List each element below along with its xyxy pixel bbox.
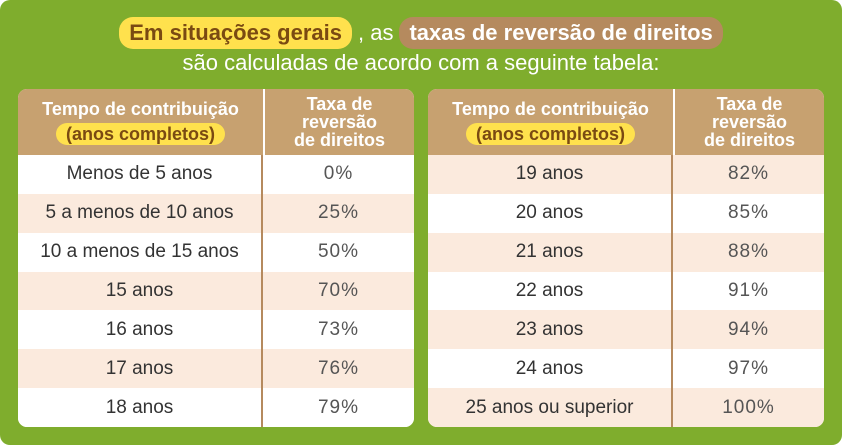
table-row: 10 a menos de 15 anos 50% bbox=[18, 232, 414, 272]
table-row: 16 anos 73% bbox=[18, 310, 414, 350]
period-cell: 24 anos bbox=[428, 349, 673, 389]
table-row: 21 anos 88% bbox=[428, 232, 824, 272]
heading-highlight-situations: Em situações gerais bbox=[119, 17, 353, 49]
header-rate-line-1: Taxa de bbox=[716, 94, 783, 114]
period-cell: 21 anos bbox=[428, 232, 673, 272]
header-rate-line-3: de direitos bbox=[703, 130, 796, 150]
table-row: 18 anos 79% bbox=[18, 388, 414, 427]
header-rate: Taxa de reversão de direitos bbox=[265, 89, 414, 155]
table-row: 17 anos 76% bbox=[18, 349, 414, 389]
table-row: 23 anos 94% bbox=[428, 310, 824, 350]
period-cell: 18 anos bbox=[18, 388, 263, 427]
table-row: 19 anos 82% bbox=[428, 155, 824, 194]
rate-cell: 76% bbox=[317, 357, 360, 379]
table-header: Tempo de contribuição (anos completos) T… bbox=[18, 89, 414, 155]
heading: Em situações gerais, as taxas de reversão… bbox=[0, 16, 842, 80]
header-rate-line-1: Taxa de bbox=[306, 94, 373, 114]
rate-cell: 0% bbox=[323, 163, 354, 185]
header-contribution-time: Tempo de contribuição (anos completos) bbox=[18, 89, 265, 155]
rate-cell: 85% bbox=[727, 202, 770, 224]
table-row: 24 anos 97% bbox=[428, 349, 824, 389]
header-rate: Taxa de reversão de direitos bbox=[675, 89, 824, 155]
table-row: 15 anos 70% bbox=[18, 271, 414, 311]
period-cell: 10 a menos de 15 anos bbox=[18, 232, 263, 272]
header-contribution-sub: (anos completos) bbox=[465, 122, 636, 145]
table-row: Menos de 5 anos 0% bbox=[18, 155, 414, 194]
header-contribution-main: Tempo de contribuição bbox=[452, 98, 649, 119]
table-body: Menos de 5 anos 0% 5 a menos de 10 anos 25… bbox=[18, 155, 414, 427]
rate-table-right: Tempo de contribuição (anos completos) T… bbox=[428, 89, 824, 427]
period-cell: 15 anos bbox=[18, 271, 263, 311]
rate-cell: 94% bbox=[727, 318, 770, 340]
header-rate-line-2: reversão bbox=[301, 112, 378, 132]
header-contribution-time: Tempo de contribuição (anos completos) bbox=[428, 89, 675, 155]
rate-cell: 79% bbox=[317, 396, 360, 418]
heading-highlight-rates: taxas de reversão de direitos bbox=[399, 17, 723, 49]
period-cell: 23 anos bbox=[428, 310, 673, 350]
period-cell: 19 anos bbox=[428, 155, 673, 194]
rate-cell: 88% bbox=[727, 241, 770, 263]
period-cell: 5 a menos de 10 anos bbox=[18, 193, 263, 233]
rate-cell: 73% bbox=[317, 318, 360, 340]
header-contribution-main: Tempo de contribuição bbox=[42, 98, 239, 119]
rate-cell: 25% bbox=[317, 202, 360, 224]
rate-cell: 91% bbox=[727, 280, 770, 301]
rate-cell: 50% bbox=[317, 241, 360, 263]
table-row: 22 anos 91% bbox=[428, 271, 824, 311]
rate-cell: 97% bbox=[727, 357, 770, 379]
rate-cell: 82% bbox=[727, 163, 770, 185]
period-cell: 20 anos bbox=[428, 193, 673, 233]
period-cell: Menos de 5 anos bbox=[18, 155, 263, 194]
rate-table-left: Tempo de contribuição (anos completos) T… bbox=[18, 89, 414, 427]
period-cell: 25 anos ou superior bbox=[428, 388, 673, 427]
period-cell: 17 anos bbox=[18, 349, 263, 389]
header-rate-line-2: reversão bbox=[711, 112, 788, 132]
heading-line-2: são calculadas de acordo com a seguinte … bbox=[182, 50, 660, 75]
period-cell: 16 anos bbox=[18, 310, 263, 350]
rate-cell: 100% bbox=[722, 396, 775, 418]
header-contribution-sub: (anos completos) bbox=[55, 122, 226, 145]
header-rate-line-3: de direitos bbox=[293, 130, 386, 150]
table-row: 20 anos 85% bbox=[428, 193, 824, 233]
rate-cell: 70% bbox=[317, 280, 360, 301]
table-row: 5 a menos de 10 anos 25% bbox=[18, 193, 414, 233]
period-cell: 22 anos bbox=[428, 271, 673, 311]
table-body: 19 anos 82% 20 anos 85% 21 anos 88% 22 anos… bbox=[428, 155, 824, 427]
table-row: 25 anos ou superior 100% bbox=[428, 388, 824, 427]
heading-connector: , as bbox=[358, 20, 394, 45]
table-header: Tempo de contribuição (anos completos) T… bbox=[428, 89, 824, 155]
